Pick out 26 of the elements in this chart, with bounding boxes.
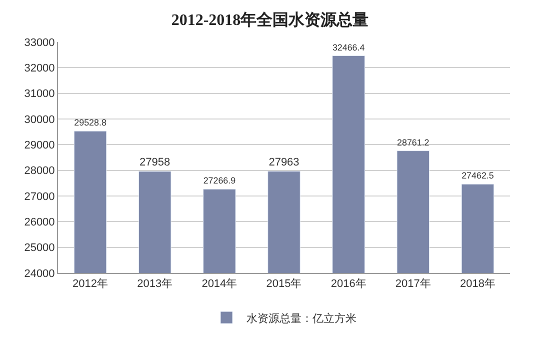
data-label: 27462.5 — [462, 170, 494, 181]
x-tick-label: 2018年 — [460, 278, 496, 290]
data-label: 27266.9 — [203, 176, 236, 186]
x-tick-label: 2017年 — [395, 278, 431, 290]
data-label: 27958 — [140, 156, 170, 168]
y-tick-label: 26000 — [24, 216, 55, 229]
data-label: 27963 — [268, 156, 300, 168]
x-tick-label: 2016年 — [330, 278, 366, 290]
y-tick-label: 27000 — [24, 190, 55, 203]
data-label: 32466.4 — [332, 42, 365, 52]
y-tick-label: 24000 — [24, 268, 55, 280]
y-tick-label: 30000 — [24, 114, 55, 126]
y-tick-label: 33000 — [24, 36, 55, 49]
y-tick-label: 31000 — [24, 88, 55, 100]
y-tick-label: 25000 — [24, 242, 55, 254]
data-label: 28761.2 — [397, 137, 430, 148]
y-tick-label: 29000 — [24, 140, 55, 152]
x-tick-label: 2015年 — [266, 278, 302, 290]
y-tick-label: 32000 — [24, 62, 55, 75]
legend-label: 水资源总量：亿立方米 — [246, 312, 356, 325]
x-tick-label: 2012年 — [72, 278, 108, 290]
x-tick-label: 2013年 — [137, 278, 173, 290]
data-label: 29528.8 — [74, 118, 106, 128]
y-tick-label: 28000 — [24, 165, 55, 178]
chart-title: 2012-2018年全国水资源总量 — [171, 10, 369, 29]
x-tick-label: 2014年 — [202, 278, 238, 290]
